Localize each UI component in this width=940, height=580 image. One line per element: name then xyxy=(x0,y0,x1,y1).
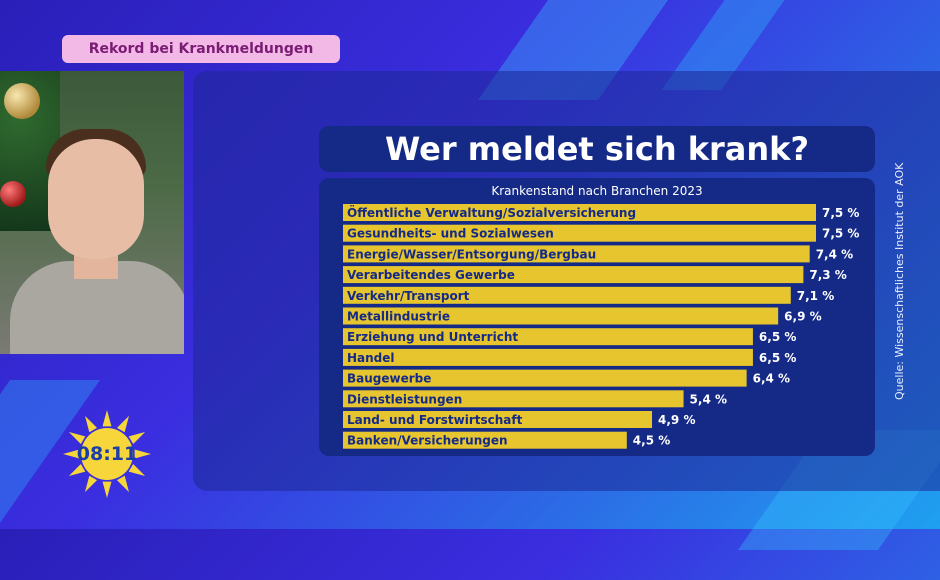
sun-ray xyxy=(85,475,98,493)
chart-subtitle: Krankenstand nach Branchen 2023 xyxy=(491,184,702,198)
sun-ray xyxy=(68,432,86,445)
bar-category-label: Baugewerbe xyxy=(347,372,431,386)
sun-ray xyxy=(102,410,112,427)
bar-value-label: 7,4 % xyxy=(816,247,853,261)
clock-badge: 08:11 xyxy=(60,407,154,501)
bar-category-label: Gesundheits- und Sozialwesen xyxy=(347,227,554,241)
bar-category-label: Banken/Versicherungen xyxy=(347,434,508,448)
chart-box: Krankenstand nach Branchen 2023 Öffentlic… xyxy=(319,178,875,456)
bar xyxy=(343,390,684,408)
bar xyxy=(343,266,804,284)
sun-icon xyxy=(63,410,151,498)
ornament-icon xyxy=(4,83,40,119)
bar xyxy=(343,286,791,304)
ornament-icon xyxy=(0,181,26,207)
sun-ray xyxy=(85,415,98,433)
bar xyxy=(343,348,753,366)
sun-ray xyxy=(116,415,129,433)
sun-ray xyxy=(68,463,86,476)
sun-ray xyxy=(63,449,80,459)
bar-category-label: Handel xyxy=(347,351,395,365)
bar xyxy=(343,328,753,346)
bar-value-label: 7,5 % xyxy=(822,206,859,220)
bar-category-label: Erziehung und Unterricht xyxy=(347,330,518,344)
sun-ray xyxy=(128,432,146,445)
bar-category-label: Energie/Wasser/Entsorgung/Bergbau xyxy=(347,247,596,261)
bar-value-label: 6,9 % xyxy=(784,310,821,324)
bar xyxy=(343,307,779,325)
sun-ray xyxy=(116,475,129,493)
bar xyxy=(343,411,653,428)
sun-ray xyxy=(134,449,151,459)
bar-category-label: Verkehr/Transport xyxy=(347,289,470,303)
bar-value-label: 4,5 % xyxy=(633,434,670,448)
bar-value-label: 6,4 % xyxy=(753,372,790,386)
sun-ray xyxy=(128,463,146,476)
bar-value-label: 5,4 % xyxy=(690,392,727,406)
bar-category-label: Land- und Forstwirtschaft xyxy=(347,413,523,427)
bar-value-label: 7,1 % xyxy=(797,289,834,303)
sun-ray xyxy=(102,481,112,498)
bar xyxy=(343,204,816,221)
presenter-head xyxy=(48,139,144,259)
bar xyxy=(343,245,810,263)
bar xyxy=(343,369,747,387)
bar-value-label: 4,9 % xyxy=(658,413,695,427)
bar-category-label: Öffentliche Verwaltung/Sozialversicherun… xyxy=(347,205,636,220)
bar-category-label: Dienstleistungen xyxy=(347,392,462,406)
bar-value-label: 7,3 % xyxy=(809,268,846,282)
headline-banner: Rekord bei Krankmeldungen xyxy=(62,35,340,63)
bar-value-label: 7,5 % xyxy=(822,227,859,241)
presenter-video xyxy=(0,71,184,354)
bar-value-label: 6,5 % xyxy=(759,330,796,344)
bar-chart: Krankenstand nach Branchen 2023 Öffentlic… xyxy=(343,184,859,449)
chart-title: Wer meldet sich krank? xyxy=(319,126,875,172)
bar xyxy=(343,224,816,242)
bar-category-label: Verarbeitendes Gewerbe xyxy=(347,268,515,282)
bar-value-label: 6,5 % xyxy=(759,351,796,365)
clock-time: 08:11 xyxy=(76,443,138,465)
source-note: Quelle: Wissenschaftliches Institut der … xyxy=(893,162,906,400)
bar-category-label: Metallindustrie xyxy=(347,310,450,324)
bar xyxy=(343,431,627,449)
